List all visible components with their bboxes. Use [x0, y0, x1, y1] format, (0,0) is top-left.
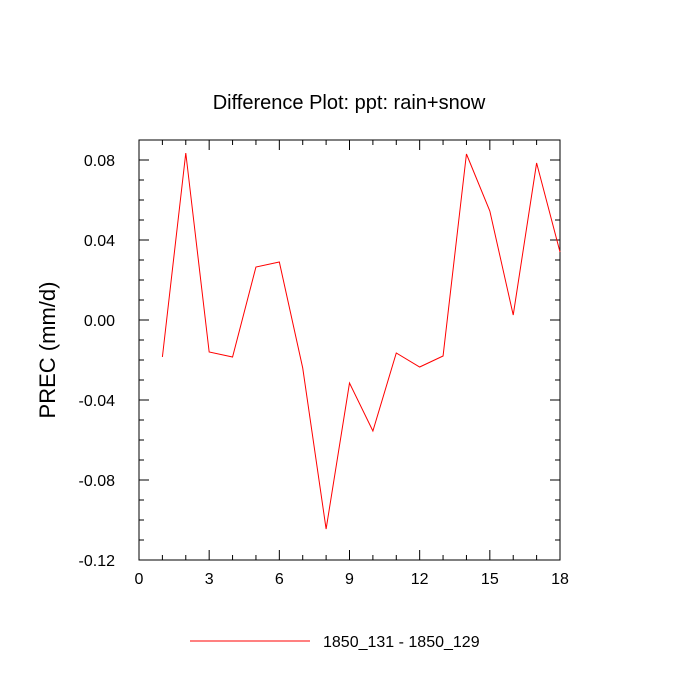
chart-title: Difference Plot: ppt: rain+snow — [213, 92, 486, 114]
plot-area: 0 3 6 9 12 15 18 -0.12 -0.08 -0.04 0.00 0.04 0.08 — [79, 139, 569, 588]
y-tick-label: 0.00 — [84, 313, 115, 330]
x-tick-label: 6 — [275, 571, 284, 588]
y-tick-label: 0.08 — [84, 153, 115, 170]
x-tick-label: 15 — [481, 571, 499, 588]
x-tick-label: 0 — [135, 571, 144, 588]
series-line-0 — [161, 152, 561, 530]
legend-label: 1850_131 - 1850_129 — [323, 634, 480, 651]
x-tick-label: 3 — [205, 571, 214, 588]
y-tick-label: -0.12 — [79, 553, 116, 570]
x-tick-label: 18 — [551, 571, 569, 588]
y-tick-label: 0.04 — [84, 233, 115, 250]
plot-frame — [138, 139, 561, 561]
y-tick-label: -0.04 — [79, 393, 116, 410]
y-axis-label: PREC (mm/d) — [35, 282, 60, 419]
x-tick-label: 12 — [411, 571, 429, 588]
y-tick-label: -0.08 — [79, 473, 116, 490]
x-tick-label: 9 — [345, 571, 354, 588]
legend: 1850_131 - 1850_129 — [190, 634, 480, 651]
